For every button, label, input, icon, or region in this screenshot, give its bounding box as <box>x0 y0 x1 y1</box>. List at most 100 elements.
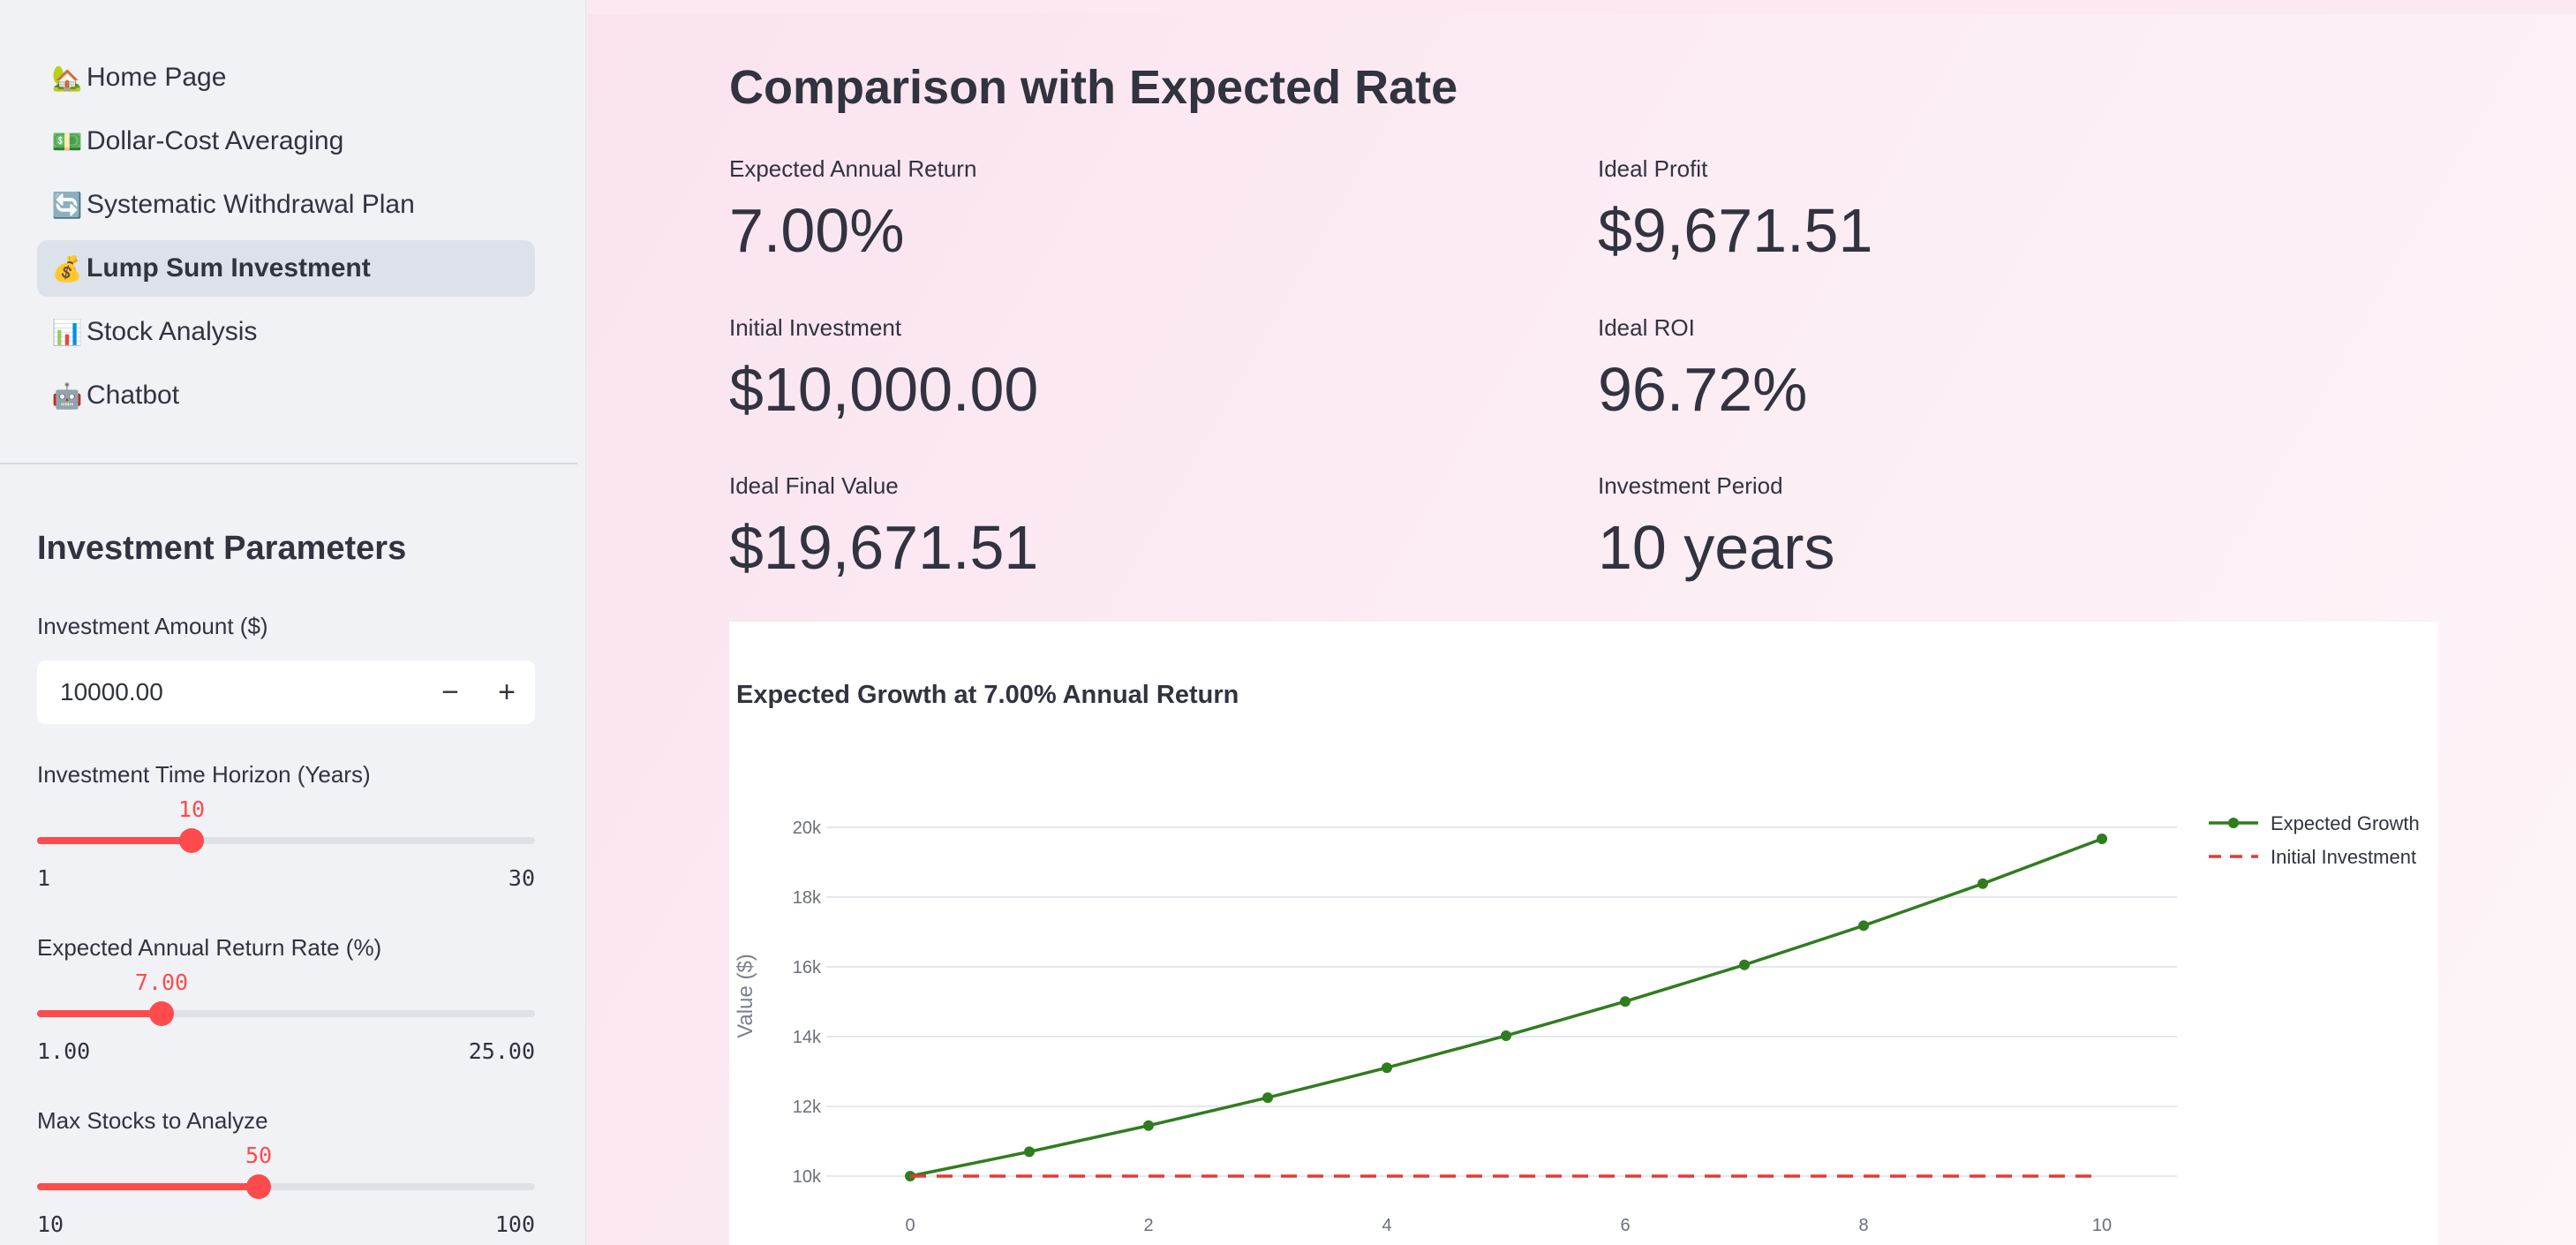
slider-min: 10 <box>37 1211 64 1237</box>
slider-thumb[interactable] <box>179 828 204 853</box>
bar-chart-icon: 📊 <box>51 318 83 346</box>
y-tick-label: 16k <box>793 958 822 977</box>
sidebar-item-label: Stock Analysis <box>87 317 258 346</box>
expected-growth-point <box>1977 878 1988 889</box>
return-rate-slider: Expected Annual Return Rate (%) 7.00 1.00 2… <box>37 934 535 1067</box>
slider-label: Investment Time Horizon (Years) <box>37 761 371 788</box>
x-tick-label: 10 <box>2092 1216 2112 1235</box>
x-tick-label: 6 <box>1620 1216 1630 1235</box>
house-icon: 🏡 <box>51 64 83 92</box>
growth-chart: Expected Growth at 7.00% Annual Return 10… <box>729 622 2438 1245</box>
metric-expected-annual-return: Expected Annual Return 7.00% <box>729 155 1524 266</box>
sidebar-nav: 🏡 Home Page 💵 Dollar-Cost Averaging 🔄 Systema… <box>37 49 535 431</box>
metric-ideal-profit: Ideal Profit $9,671.51 <box>1598 155 2392 266</box>
y-tick-label: 18k <box>793 888 822 908</box>
slider-current-value: 10 <box>177 796 206 822</box>
slider-track[interactable] <box>37 1001 535 1026</box>
investment-amount-value[interactable]: 10000.00 <box>60 678 163 706</box>
metric-ideal-final-value: Ideal Final Value $19,671.51 <box>729 472 1524 583</box>
metric-label: Ideal Profit <box>1598 155 1708 182</box>
legend-entry: Expected Growth <box>2271 812 2420 834</box>
slider-thumb[interactable] <box>246 1174 271 1199</box>
slider-max: 25.00 <box>468 1038 535 1064</box>
metric-value: 96.72% <box>1598 355 1808 424</box>
metric-value: 7.00% <box>729 196 905 265</box>
investment-amount-input[interactable]: 10000.00 − + <box>37 660 535 724</box>
metric-value: $9,671.51 <box>1598 196 1873 265</box>
expected-growth-point <box>1620 996 1631 1007</box>
sidebar-item-label: Chatbot <box>87 381 180 410</box>
slider-thumb[interactable] <box>149 1001 174 1026</box>
chart-title: Expected Growth at 7.00% Annual Return <box>736 681 1239 709</box>
metric-label: Ideal ROI <box>1598 314 1695 341</box>
expected-growth-point <box>1262 1092 1273 1104</box>
metric-value: $10,000.00 <box>729 355 1039 424</box>
expected-growth-point <box>1143 1120 1154 1131</box>
slider-track[interactable] <box>37 828 535 853</box>
metric-initial-investment: Initial Investment $10,000.00 <box>729 314 1524 425</box>
metric-label: Expected Annual Return <box>729 155 977 182</box>
y-axis-title: Value ($) <box>734 954 757 1038</box>
slider-track[interactable] <box>37 1174 535 1199</box>
params-title: Investment Parameters <box>37 530 407 567</box>
expected-growth-point <box>1024 1146 1035 1158</box>
slider-label: Expected Annual Return Rate (%) <box>37 934 382 961</box>
slider-min: 1.00 <box>37 1038 91 1064</box>
time-horizon-slider: Investment Time Horizon (Years) 10 1 30 <box>37 761 535 894</box>
investment-amount-label: Investment Amount ($) <box>37 613 268 639</box>
sidebar-item-label: Lump Sum Investment <box>87 253 371 283</box>
sidebar-item-label: Home Page <box>87 63 227 92</box>
slider-current-value: 50 <box>245 1143 273 1168</box>
sidebar-item-systematic-withdrawal-plan[interactable]: 🔄 Systematic Withdrawal Plan <box>37 177 535 233</box>
sidebar-item-label: Dollar-Cost Averaging <box>87 126 344 155</box>
growth-chart-svg: Expected Growth at 7.00% Annual Return 10… <box>734 681 2420 1235</box>
page-title: Comparison with Expected Rate <box>729 61 1458 114</box>
dollar-bill-icon: 💵 <box>51 127 83 155</box>
x-tick-label: 4 <box>1382 1216 1391 1235</box>
legend-entry: Initial Investment <box>2271 846 2416 868</box>
sidebar-item-stock-analysis[interactable]: 📊 Stock Analysis <box>37 304 535 360</box>
x-tick-label: 0 <box>905 1216 915 1235</box>
y-tick-label: 12k <box>793 1098 822 1117</box>
metric-value: $19,671.51 <box>729 513 1039 582</box>
slider-max: 100 <box>494 1211 535 1237</box>
sidebar: 🏡 Home Page 💵 Dollar-Cost Averaging 🔄 Systema… <box>0 0 586 1245</box>
sidebar-divider <box>0 463 577 464</box>
robot-icon: 🤖 <box>51 381 83 410</box>
expected-growth-point <box>1501 1030 1511 1041</box>
expected-growth-point <box>1382 1062 1392 1074</box>
slider-label: Max Stocks to Analyze <box>37 1107 268 1134</box>
metric-ideal-roi: Ideal ROI 96.72% <box>1598 314 2392 425</box>
max-stocks-slider: Max Stocks to Analyze 50 10 100 <box>37 1107 535 1240</box>
slider-current-value: 7.00 <box>134 970 189 995</box>
x-tick-label: 8 <box>1858 1216 1868 1235</box>
decrement-button[interactable]: − <box>441 675 459 709</box>
expected-growth-point <box>1739 959 1750 970</box>
money-bag-icon: 💰 <box>51 254 83 283</box>
sidebar-item-chatbot[interactable]: 🤖 Chatbot <box>37 367 535 424</box>
metric-label: Initial Investment <box>729 314 902 341</box>
slider-fill <box>37 1183 259 1190</box>
investment-parameters: Investment Parameters Investment Amount … <box>37 530 535 1237</box>
sidebar-item-dollar-cost-averaging[interactable]: 💵 Dollar-Cost Averaging <box>37 113 535 170</box>
y-tick-label: 14k <box>793 1028 822 1047</box>
slider-max: 30 <box>508 865 535 891</box>
expected-growth-point <box>2097 833 2107 844</box>
metric-label: Ideal Final Value <box>729 472 899 499</box>
metric-investment-period: Investment Period 10 years <box>1598 472 2392 583</box>
main-content: Comparison with Expected Rate Expected A… <box>588 14 2576 1245</box>
y-tick-label: 10k <box>793 1167 822 1187</box>
y-tick-label: 20k <box>793 819 822 838</box>
slider-fill <box>37 837 192 844</box>
sidebar-item-lump-sum-investment[interactable]: 💰 Lump Sum Investment <box>37 240 535 297</box>
metric-label: Investment Period <box>1598 472 1783 499</box>
metric-value: 10 years <box>1598 513 1835 582</box>
cycle-arrows-icon: 🔄 <box>51 191 83 219</box>
sidebar-item-label: Systematic Withdrawal Plan <box>87 190 415 219</box>
sidebar-item-home-page[interactable]: 🏡 Home Page <box>37 49 535 106</box>
x-tick-label: 2 <box>1143 1216 1153 1235</box>
legend-marker <box>2228 818 2239 828</box>
increment-button[interactable]: + <box>498 675 516 709</box>
slider-fill <box>37 1010 162 1017</box>
expected-growth-line <box>909 837 2103 1178</box>
